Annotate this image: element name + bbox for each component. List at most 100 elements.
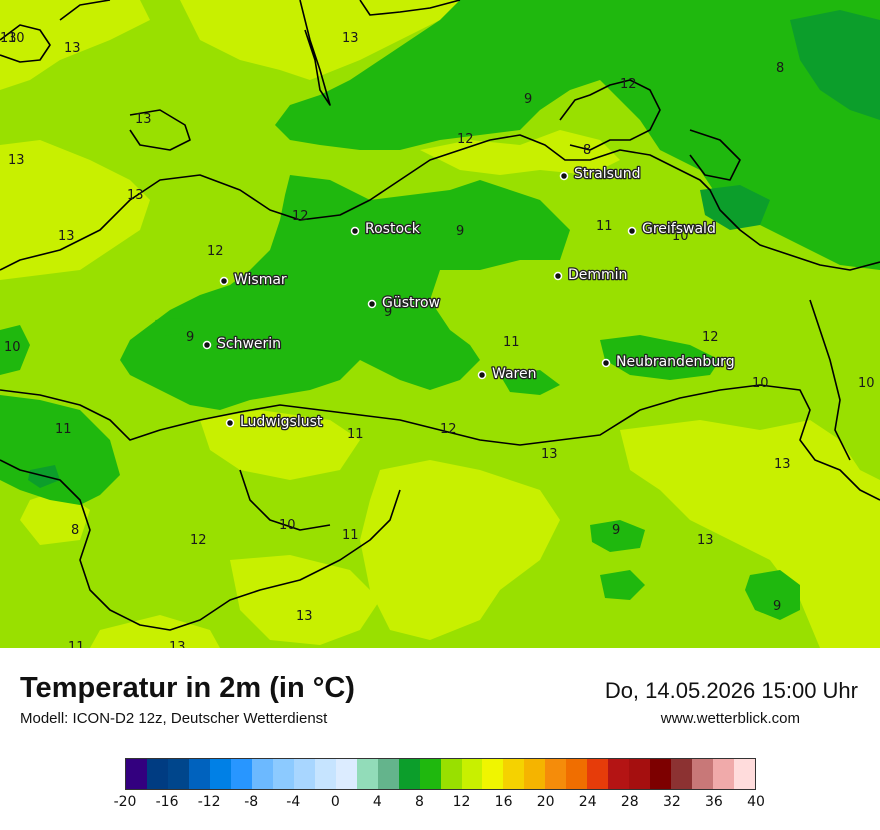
legend-swatch <box>419 759 441 789</box>
isoline-label: 12 <box>207 244 224 259</box>
legend-swatch <box>524 759 546 789</box>
isoline-label: 10 <box>752 376 769 391</box>
isoline-labels: 13 13 13 13 13 13 12 13 12 12 11 10 12 1… <box>0 31 875 648</box>
isoline-label: 11 <box>55 422 72 437</box>
legend-tick-label: 32 <box>662 794 681 810</box>
isoline-label: 10 <box>672 229 689 244</box>
map-title: Temperatur in 2m (in °C) <box>20 672 355 704</box>
legend-tick-label: 20 <box>536 794 555 810</box>
legend-swatch <box>335 759 357 789</box>
city-label: Ludwigslust <box>240 414 323 430</box>
legend-swatch <box>566 759 588 789</box>
legend-tick-label: -4 <box>286 794 301 810</box>
isoline-label: 13 <box>8 153 25 168</box>
legend-swatch <box>503 759 525 789</box>
city-marker[interactable]: Stralsund <box>559 165 642 183</box>
city-marker[interactable]: Waren <box>477 365 538 383</box>
legend-swatch <box>398 759 420 789</box>
city-marker[interactable]: Greifswald <box>627 220 717 238</box>
coastline <box>0 0 880 631</box>
isoline-label: 13 <box>541 447 558 462</box>
legend-tick-label: -16 <box>155 794 179 810</box>
city-marker[interactable]: Neubrandenburg <box>601 353 736 371</box>
legend-tick-label: 24 <box>578 794 597 810</box>
city-label: Greifswald <box>642 221 716 237</box>
isoline-label: 11 <box>596 219 613 234</box>
legend-tick-label: -20 <box>113 794 137 810</box>
legend-swatch <box>377 759 399 789</box>
isoline-label: 12 <box>440 422 457 437</box>
isoline-label: 10 <box>279 518 296 533</box>
isoline-label: 12 <box>620 77 637 92</box>
legend-swatch <box>209 759 231 789</box>
legend-tick-label: 16 <box>494 794 513 810</box>
map-footer: Temperatur in 2m (in °C) Modell: ICON-D2… <box>0 648 880 830</box>
city-marker[interactable]: Rostock <box>350 220 422 238</box>
legend-swatch <box>734 759 756 789</box>
isoline-label: 13 <box>169 640 186 648</box>
isoline-label: 11 <box>342 528 359 543</box>
legend-swatch <box>713 759 735 789</box>
legend-tick-label: -12 <box>197 794 221 810</box>
legend-swatch <box>692 759 714 789</box>
isoline-label: 9 <box>524 92 532 107</box>
temp-field-6-8 <box>28 10 880 488</box>
isoline-label: 11 <box>68 640 85 648</box>
city-marker[interactable]: Ludwigslust <box>225 413 324 431</box>
city-marker[interactable]: Wismar <box>219 271 288 289</box>
color-legend: -20 -16 -12 -8 -4 0 4 8 12 16 20 24 28 32 36 40 <box>114 758 765 810</box>
isoline-label: 13 <box>127 188 144 203</box>
city-marker[interactable]: Schwerin <box>202 335 282 353</box>
isoline-label: 13 <box>774 457 791 472</box>
isoline-label: 11 <box>503 335 520 350</box>
temp-field-12-14 <box>0 0 880 648</box>
legend-swatch <box>314 759 336 789</box>
city-label: Waren <box>492 366 536 382</box>
isoline-label: 9 <box>384 305 392 320</box>
isoline-label: 8 <box>583 143 591 158</box>
isoline-label: 9 <box>456 224 464 239</box>
legend-tick-label: 40 <box>747 794 765 810</box>
isoline-label: 10 <box>4 340 21 355</box>
legend-swatch <box>251 759 273 789</box>
isoline-label: 12 <box>457 132 474 147</box>
isoline-label: 8 <box>776 61 784 76</box>
city-label: Neubrandenburg <box>616 354 735 370</box>
isoline-label: 13 <box>58 229 75 244</box>
legend-swatch <box>671 759 693 789</box>
isoline-label: 10 <box>8 31 25 46</box>
legend-tick-label: 28 <box>620 794 639 810</box>
isoline-label: 13 <box>296 609 313 624</box>
city-markers: Stralsund Rostock Greifswald Wismar Demm… <box>202 165 736 431</box>
isoline-label: 8 <box>71 523 79 538</box>
isoline-label: 12 <box>702 330 719 345</box>
legend-swatch <box>608 759 630 789</box>
isoline-label: 13 <box>697 533 714 548</box>
city-label: Rostock <box>365 221 421 237</box>
valid-time: Do, 14.05.2026 15:00 Uhr <box>604 678 858 703</box>
isoline-label: 13 <box>64 41 81 56</box>
city-marker[interactable]: Demmin <box>553 266 629 284</box>
city-label: Stralsund <box>574 166 641 182</box>
city-label: Demmin <box>568 267 627 283</box>
legend-swatch <box>482 759 504 789</box>
legend-color-bar <box>125 758 756 790</box>
legend-swatch <box>545 759 567 789</box>
legend-tick-label: 0 <box>330 794 340 810</box>
city-label: Güstrow <box>382 295 440 311</box>
website-link[interactable]: www.wetterblick.com <box>660 710 800 727</box>
legend-ticks: -20 -16 -12 -8 -4 0 4 8 12 16 20 24 28 32 36 40 <box>114 794 765 812</box>
isoline-label: 11 <box>347 427 364 442</box>
city-marker[interactable]: Güstrow <box>367 294 441 312</box>
legend-swatch <box>272 759 294 789</box>
legend-swatch <box>650 759 672 789</box>
legend-swatch <box>126 759 147 789</box>
legend-swatch <box>146 759 168 789</box>
legend-swatch <box>440 759 462 789</box>
legend-tick-label: 4 <box>372 794 382 810</box>
legend-tick-label: 36 <box>705 794 723 810</box>
legend-tick-label: 12 <box>452 794 471 810</box>
legend-swatch <box>167 759 189 789</box>
legend-swatch <box>461 759 483 789</box>
isoline-label: 9 <box>186 330 194 345</box>
